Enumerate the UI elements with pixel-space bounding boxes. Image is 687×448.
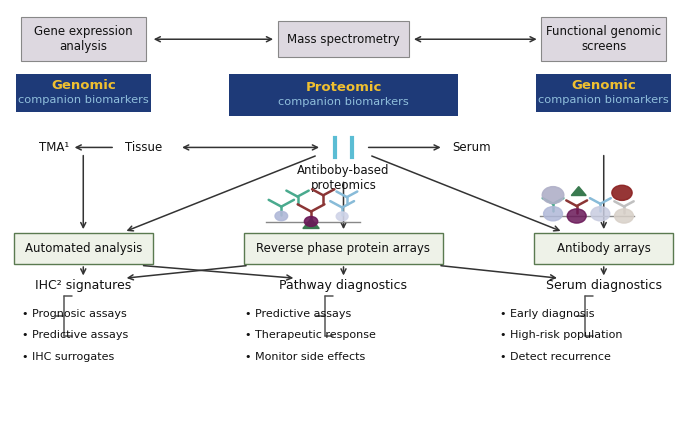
Text: • Monitor side effects: • Monitor side effects	[245, 352, 365, 362]
Text: Proteomic: Proteomic	[305, 81, 382, 94]
Text: TMA¹: TMA¹	[39, 141, 69, 154]
Text: Antiboby-based
proteomics: Antiboby-based proteomics	[297, 164, 390, 192]
Text: • High-risk population: • High-risk population	[500, 330, 623, 340]
Text: Genomic: Genomic	[572, 79, 636, 92]
Bar	[536, 74, 671, 112]
Bar	[278, 22, 409, 57]
Text: • Early diagnosis: • Early diagnosis	[500, 309, 595, 319]
Text: • Predictive assays: • Predictive assays	[245, 309, 352, 319]
Ellipse shape	[275, 211, 288, 221]
Text: companion biomarkers: companion biomarkers	[278, 97, 409, 107]
Ellipse shape	[615, 209, 633, 223]
Bar	[16, 74, 151, 112]
Ellipse shape	[304, 216, 318, 226]
Text: companion biomarkers: companion biomarkers	[18, 95, 148, 105]
Ellipse shape	[591, 207, 610, 221]
Text: • Predictive assays: • Predictive assays	[23, 330, 128, 340]
Ellipse shape	[542, 187, 564, 203]
Bar	[541, 17, 666, 61]
Polygon shape	[572, 187, 586, 195]
Ellipse shape	[567, 209, 586, 223]
Text: companion biomarkers: companion biomarkers	[539, 95, 669, 105]
Ellipse shape	[612, 185, 632, 200]
Text: Automated analysis: Automated analysis	[25, 242, 142, 255]
Bar	[229, 74, 458, 116]
Polygon shape	[303, 219, 319, 228]
Text: Serum: Serum	[453, 141, 491, 154]
Ellipse shape	[336, 212, 348, 221]
Text: • Therapeutic response: • Therapeutic response	[245, 330, 376, 340]
Text: • Prognosic assays: • Prognosic assays	[23, 309, 127, 319]
Text: Genomic: Genomic	[51, 79, 115, 92]
Text: Gene expression
analysis: Gene expression analysis	[34, 25, 133, 53]
Text: Tissue: Tissue	[126, 141, 163, 154]
Bar	[21, 17, 146, 61]
Text: Reverse phase protein arrays: Reverse phase protein arrays	[256, 242, 431, 255]
Text: • Detect recurrence: • Detect recurrence	[500, 352, 611, 362]
Text: IHC² signatures: IHC² signatures	[35, 279, 131, 292]
Bar	[14, 233, 153, 263]
Bar	[244, 233, 443, 263]
Text: Mass spectrometry: Mass spectrometry	[287, 33, 400, 46]
Ellipse shape	[543, 207, 563, 221]
Bar	[534, 233, 673, 263]
Text: Antibody arrays: Antibody arrays	[556, 242, 651, 255]
Text: • IHC surrogates: • IHC surrogates	[23, 352, 115, 362]
Text: Serum diagnostics: Serum diagnostics	[545, 279, 662, 292]
Text: Functional genomic
screens: Functional genomic screens	[546, 25, 662, 53]
Text: Pathway diagnostics: Pathway diagnostics	[280, 279, 407, 292]
